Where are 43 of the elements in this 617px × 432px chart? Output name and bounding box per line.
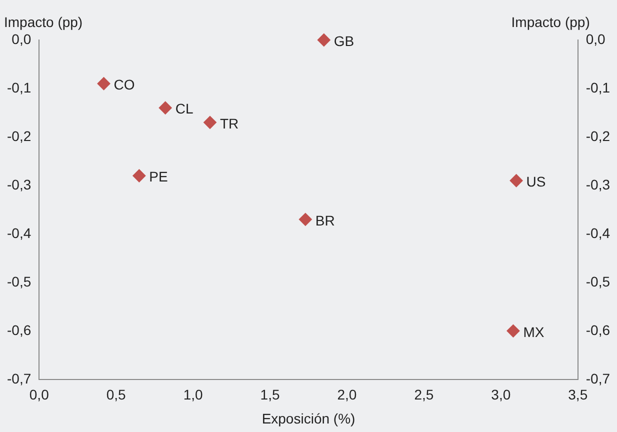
y-axis-title: Impacto (pp): [4, 14, 83, 30]
y-tick-label: -0,5: [7, 273, 32, 290]
x-tick-label: 3,0: [491, 386, 511, 403]
point: [203, 116, 216, 129]
annotation: PE: [149, 168, 168, 185]
y2-tick-label: -0,4: [586, 224, 610, 241]
y2-tick-label: 0,0: [586, 30, 606, 47]
y-tick-label: -0,4: [7, 224, 32, 241]
x-axis-title: Exposición (%): [262, 410, 356, 426]
y-tick-label: -0,7: [7, 370, 32, 386]
annotation: GB: [334, 32, 354, 49]
point: [317, 34, 330, 46]
x-tick-label: 0,0: [29, 386, 50, 403]
y-tick-label: 0,0: [12, 30, 32, 47]
x-tick-label: 2,5: [414, 386, 434, 403]
y2-tick-label: -0,1: [586, 79, 610, 96]
annotation: MX: [523, 324, 545, 340]
point: [510, 174, 523, 188]
x-tick-label: 1,5: [260, 386, 280, 403]
y-tick-label: -0,1: [7, 79, 32, 96]
annotation: BR: [315, 212, 335, 228]
y2-tick-label: -0,2: [586, 128, 610, 144]
annotation: TR: [220, 115, 239, 132]
y-tick-label: -0,6: [7, 322, 32, 338]
y-tick-label: -0,2: [7, 128, 32, 144]
annotation: CL: [175, 100, 194, 117]
x-tick-label: 1,0: [183, 386, 203, 403]
y2-tick-label: -0,5: [586, 273, 610, 290]
point: [132, 169, 146, 182]
y2-tick-label: -0,7: [586, 370, 610, 386]
x-tick-label: 0,5: [106, 386, 126, 403]
y2-axis-title: Impacto (pp): [511, 14, 590, 30]
annotation: US: [526, 173, 546, 190]
y2-tick-label: -0,6: [586, 322, 610, 338]
point: [506, 324, 520, 338]
point: [298, 212, 312, 226]
x-tick-label: 2,0: [337, 386, 357, 403]
point: [158, 101, 172, 114]
point: [97, 77, 110, 90]
x-tick-label: 3,5: [568, 386, 588, 403]
y-tick-label: -0,3: [7, 176, 32, 192]
annotation: CO: [114, 76, 135, 92]
y2-tick-label: -0,3: [586, 176, 610, 192]
